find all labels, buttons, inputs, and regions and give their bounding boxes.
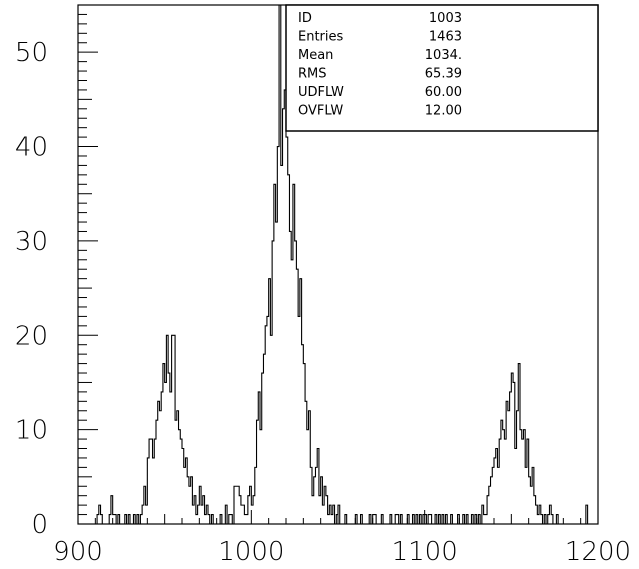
stats-value: 60.00 [425, 85, 462, 100]
histogram-bin [159, 411, 161, 524]
stats-value: 1463 [429, 30, 462, 45]
y-tick-label: 20 [15, 321, 48, 351]
y-tick-label: 40 [15, 133, 48, 163]
histogram-bin [289, 231, 291, 524]
histogram-bin [291, 260, 293, 524]
histogram-bin [246, 515, 248, 524]
histogram-bin [180, 439, 182, 524]
histogram-bin [175, 420, 177, 524]
histogram-bin [168, 373, 170, 524]
stats-value: 12.00 [425, 104, 462, 119]
stats-value: 1034. [425, 48, 462, 63]
histogram-outline [78, 4, 598, 525]
histogram-bin [484, 515, 486, 524]
histogram-bin [508, 411, 510, 524]
histogram-bin [201, 505, 203, 524]
histogram-bin [322, 505, 324, 524]
x-tick-label: 900 [53, 537, 103, 567]
histogram-bin [307, 430, 309, 524]
histogram-bin [485, 515, 487, 524]
histogram-bin [302, 345, 304, 524]
histogram-bin [205, 515, 207, 524]
stats-box-frame [285, 4, 599, 132]
histogram-bin [525, 467, 527, 524]
stats-value: 1003 [429, 11, 462, 26]
y-tick-label: 30 [15, 227, 48, 257]
stats-label: ID [298, 11, 312, 26]
histogram-bin [179, 430, 181, 524]
histogram-bin [520, 430, 522, 524]
stats-label: RMS [298, 67, 327, 82]
histogram-bin [286, 137, 288, 524]
histogram-bin [276, 222, 278, 524]
histogram-bin [295, 241, 297, 524]
histogram-bin [515, 449, 517, 524]
y-tick-label: 50 [15, 38, 48, 68]
histogram-bin [196, 515, 198, 524]
histogram-bin [504, 439, 506, 524]
histogram-bin [510, 392, 512, 524]
histogram-bin [312, 496, 314, 524]
histogram-bin [522, 439, 524, 524]
stats-label: UDFLW [298, 85, 344, 100]
x-tick-label: 1200 [565, 537, 631, 567]
histogram-bin [503, 430, 505, 524]
histogram-bin [184, 467, 186, 524]
x-tick-label: 1000 [218, 537, 284, 567]
histogram-bin [265, 326, 267, 524]
histogram-bin [537, 515, 539, 524]
histogram-bin [283, 109, 285, 524]
stats-label: Mean [298, 48, 333, 63]
histogram-bin [192, 505, 194, 524]
histogram-bin [267, 316, 269, 524]
histogram-bin [284, 90, 286, 524]
stats-value: 65.39 [425, 67, 462, 82]
histogram-bin [281, 165, 283, 524]
stats-label: OVFLW [298, 104, 343, 119]
histogram-bin [189, 486, 191, 524]
histogram-bin [241, 505, 243, 524]
histogram-bin [244, 515, 246, 524]
x-axis: 900 1000 1100 1200 [53, 510, 631, 567]
histogram-bin [263, 354, 265, 524]
histogram-bars [78, 4, 598, 525]
histogram-bin [161, 392, 163, 524]
y-tick-label: 0 [31, 510, 48, 540]
histogram-bin [497, 467, 499, 524]
histogram-bin [153, 458, 155, 524]
stats-label: Entries [298, 30, 344, 45]
histogram-bin [331, 515, 333, 524]
histogram-bin [170, 392, 172, 524]
y-tick-label: 10 [15, 416, 48, 446]
histogram-bin [328, 515, 330, 524]
histogram-bin [165, 382, 167, 524]
x-tick-label: 1100 [392, 537, 458, 567]
histogram-bin [298, 316, 300, 524]
histogram-bin [260, 430, 262, 524]
y-axis: 0 10 20 30 40 50 [15, 4, 98, 540]
histogram-bin [270, 335, 272, 524]
histogram-bin [236, 486, 238, 524]
histogram-bin [511, 373, 513, 524]
histogram-bin [530, 486, 532, 524]
stats-box: ID 1003 Entries 1463 Mean 1034. RMS 65.39 UDFLW 6… [285, 4, 599, 132]
